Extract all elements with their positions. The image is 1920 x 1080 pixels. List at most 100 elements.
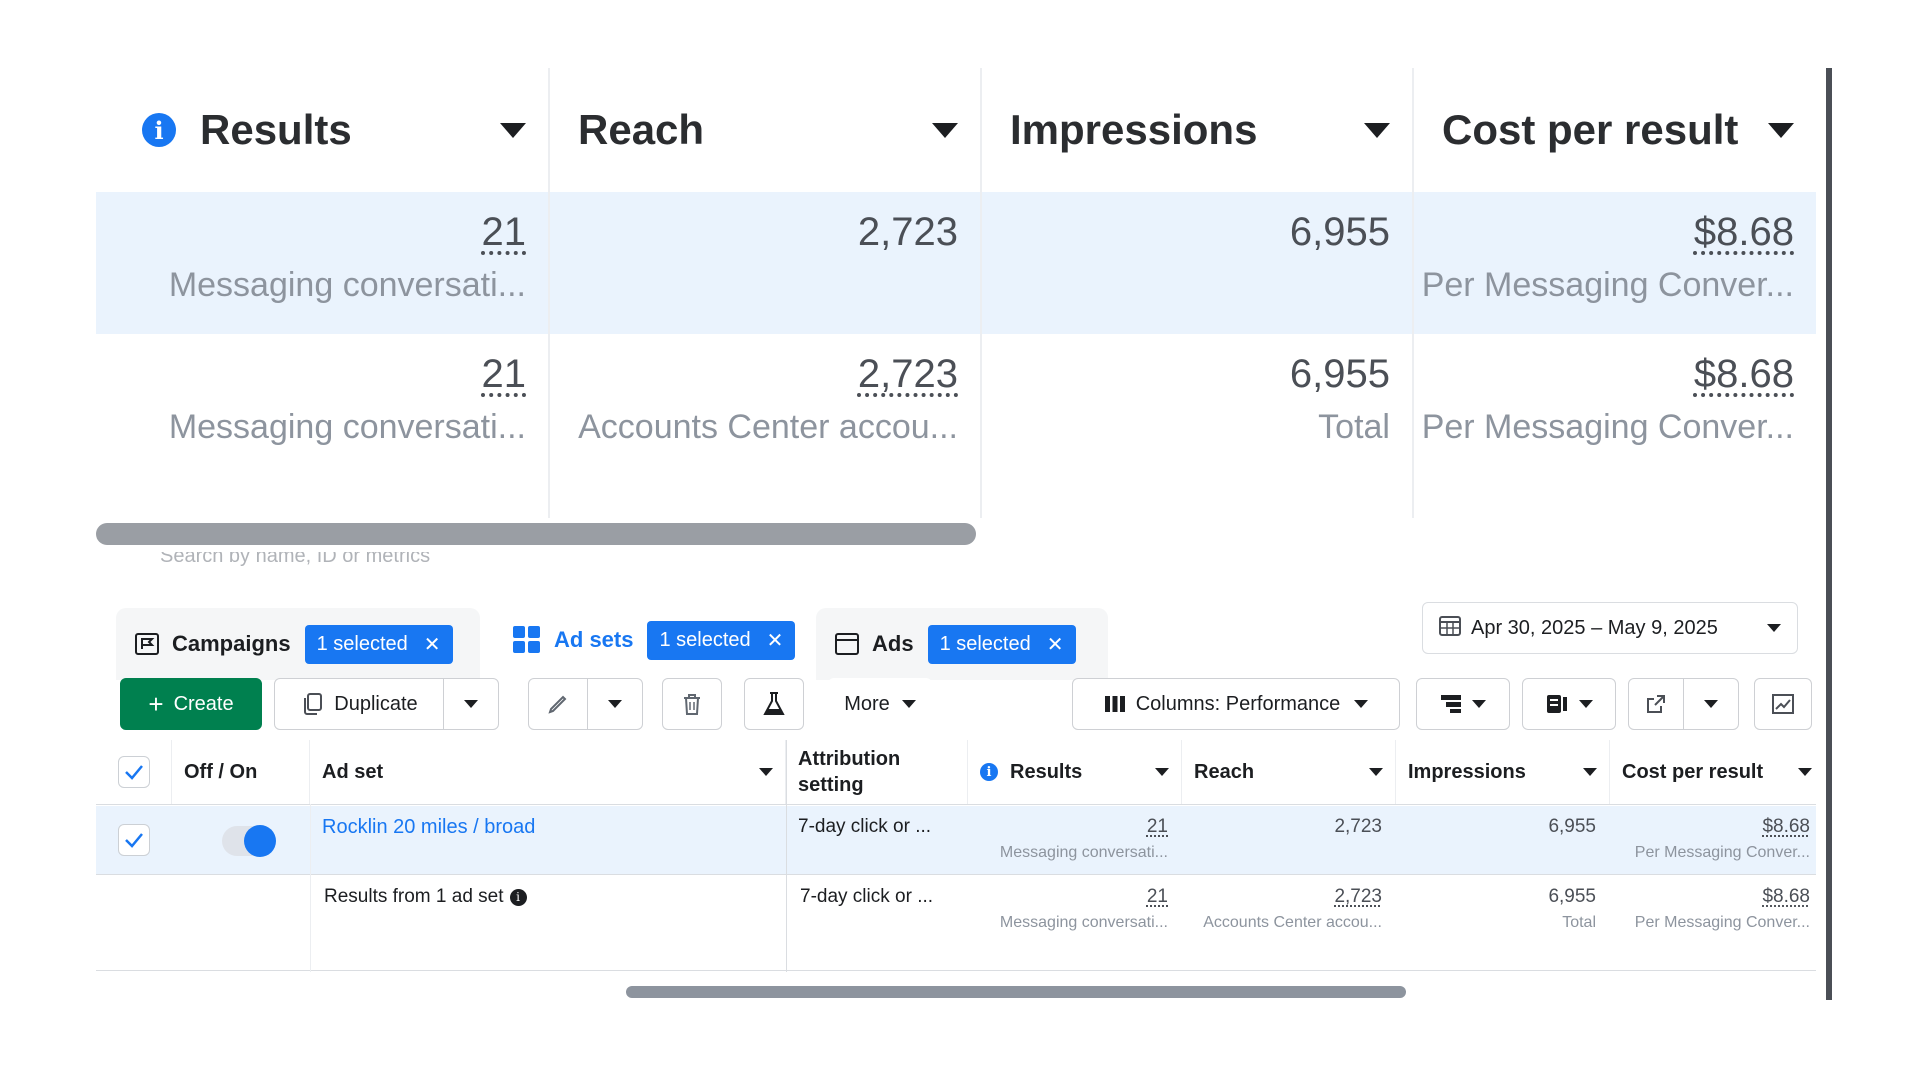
- caret-down-icon[interactable]: [500, 122, 526, 138]
- selection-pill[interactable]: 1 selected ✕: [927, 624, 1076, 664]
- caret-down-icon[interactable]: [1583, 768, 1597, 776]
- tab-ad-sets[interactable]: Ad sets 1 selected ✕: [494, 600, 804, 680]
- zoom-cell-impressions-row2: 6,955 Total: [980, 346, 1412, 452]
- caret-down-icon: [608, 700, 622, 708]
- summary-results-value[interactable]: 21: [1146, 886, 1168, 907]
- summary-row: Results from 1 ad set i 7-day click or .…: [96, 876, 1816, 971]
- header-label: Off / On: [184, 760, 258, 783]
- zoom-column-results: i Results 21 Messaging conversati... 21 …: [112, 68, 550, 518]
- tab-label: Ad sets: [554, 627, 634, 652]
- cost-cell: $8.68 Per Messaging Conver...: [1610, 816, 1816, 862]
- zoom-value[interactable]: $8.68: [1693, 352, 1794, 396]
- export-dropdown-button[interactable]: [1683, 678, 1739, 730]
- zoom-header-cost[interactable]: Cost per result: [1412, 68, 1816, 192]
- reach-value: 2,723: [1334, 816, 1382, 837]
- columns-icon: [1104, 695, 1126, 713]
- campaign-flag-icon: [134, 632, 160, 656]
- summary-results-subtext: Messaging conversati...: [999, 914, 1168, 931]
- edit-button[interactable]: [528, 678, 588, 730]
- duplicate-button[interactable]: Duplicate: [274, 678, 444, 730]
- summary-cost-value[interactable]: $8.68: [1762, 886, 1810, 907]
- zoom-header-reach[interactable]: Reach: [548, 68, 980, 192]
- zoom-value[interactable]: 2,723: [857, 352, 958, 396]
- page-edge-border: [1826, 68, 1832, 1000]
- caret-down-icon[interactable]: [759, 768, 773, 776]
- trash-icon: [681, 692, 703, 716]
- table-row[interactable]: Rocklin 20 miles / broad 7-day click or …: [96, 806, 1816, 875]
- header-off-on: Off / On: [172, 740, 310, 804]
- info-icon[interactable]: i: [980, 763, 998, 781]
- ad-window-icon: [834, 632, 860, 656]
- caret-down-icon[interactable]: [1369, 768, 1383, 776]
- header-attribution[interactable]: Attribution setting: [786, 740, 968, 804]
- caret-down-icon[interactable]: [1155, 768, 1169, 776]
- info-icon[interactable]: i: [142, 113, 176, 147]
- header-reach[interactable]: Reach: [1182, 740, 1396, 804]
- create-button[interactable]: + Create: [120, 678, 262, 730]
- delete-button[interactable]: [662, 678, 722, 730]
- duplicate-dropdown-button[interactable]: [443, 678, 499, 730]
- zoom-header-impressions[interactable]: Impressions: [980, 68, 1412, 192]
- summary-reach-value[interactable]: 2,723: [1334, 886, 1382, 907]
- charts-button[interactable]: [1754, 678, 1812, 730]
- info-icon[interactable]: i: [509, 888, 527, 906]
- header-results[interactable]: i Results: [968, 740, 1182, 804]
- cost-subtext: Per Messaging Conver...: [1634, 844, 1810, 861]
- caret-down-icon[interactable]: [1798, 768, 1812, 776]
- plus-icon: +: [148, 689, 164, 719]
- toggle-switch[interactable]: [222, 825, 276, 857]
- caret-down-icon[interactable]: [1364, 122, 1390, 138]
- summary-cost-subtext: Per Messaging Conver...: [1634, 914, 1810, 931]
- zoom-horizontal-scrollbar[interactable]: [96, 523, 976, 545]
- zoom-value[interactable]: $8.68: [1693, 210, 1794, 254]
- row-checkbox[interactable]: [118, 824, 150, 856]
- header-impressions[interactable]: Impressions: [1396, 740, 1610, 804]
- zoomed-metrics-view: i Results 21 Messaging conversati... 21 …: [96, 68, 1816, 568]
- close-icon[interactable]: ✕: [1046, 633, 1064, 656]
- zoom-value[interactable]: 21: [481, 210, 527, 254]
- reports-icon: [1545, 693, 1569, 715]
- zoom-column-impressions: Impressions 6,955 6,955 Total: [980, 68, 1414, 518]
- edit-dropdown-button[interactable]: [587, 678, 643, 730]
- selection-pill[interactable]: 1 selected ✕: [304, 624, 453, 664]
- export-button[interactable]: [1628, 678, 1684, 730]
- row-checkbox-cell[interactable]: [118, 824, 150, 856]
- close-icon[interactable]: ✕: [766, 629, 784, 652]
- delivery-toggle[interactable]: [222, 825, 276, 857]
- tab-ads[interactable]: Ads 1 selected ✕: [816, 608, 1108, 680]
- selection-pill[interactable]: 1 selected ✕: [647, 620, 796, 660]
- ab-test-button[interactable]: [744, 678, 804, 730]
- header-ad-set[interactable]: Ad set: [310, 740, 786, 804]
- caret-down-icon[interactable]: [1768, 122, 1794, 138]
- table-horizontal-scrollbar[interactable]: [626, 986, 1406, 998]
- tab-campaigns[interactable]: Campaigns 1 selected ✕: [116, 608, 480, 680]
- pill-label: 1 selected: [939, 632, 1031, 655]
- summary-impressions-cell: 6,955 Total: [1396, 886, 1610, 932]
- columns-button[interactable]: Columns: Performance: [1072, 678, 1400, 730]
- cost-value[interactable]: $8.68: [1762, 816, 1810, 837]
- zoom-header-label: Results: [200, 106, 352, 153]
- results-cell: 21 Messaging conversati...: [968, 816, 1182, 862]
- zoom-cell-results-row2: 21 Messaging conversati...: [112, 346, 548, 452]
- ad-set-name-link[interactable]: Rocklin 20 miles / broad: [322, 816, 536, 838]
- header-select-all[interactable]: [96, 740, 172, 804]
- close-icon[interactable]: ✕: [423, 633, 441, 656]
- date-range-picker[interactable]: Apr 30, 2025 – May 9, 2025: [1422, 602, 1798, 654]
- zoom-value: 6,955: [1289, 352, 1390, 396]
- attribution-cell: 7-day click or ...: [798, 816, 932, 837]
- header-cost-per-result[interactable]: Cost per result: [1610, 740, 1816, 804]
- search-input[interactable]: Search by name, ID or metrics: [160, 552, 431, 567]
- impressions-value: 6,955: [1548, 816, 1596, 837]
- summary-impressions-subtext: Total: [1562, 914, 1596, 931]
- more-button[interactable]: More: [828, 678, 932, 730]
- zoom-header-results[interactable]: i Results: [112, 68, 548, 192]
- breakdown-button[interactable]: [1416, 678, 1510, 730]
- select-all-checkbox[interactable]: [117, 756, 150, 788]
- results-value[interactable]: 21: [1146, 816, 1168, 837]
- chart-icon: [1771, 693, 1795, 715]
- caret-down-icon[interactable]: [932, 122, 958, 138]
- zoom-value[interactable]: 21: [481, 352, 527, 396]
- zoom-cell-results-row1: 21 Messaging conversati...: [112, 204, 548, 310]
- reports-button[interactable]: [1522, 678, 1616, 730]
- zoom-cell-impressions-row1: 6,955: [980, 204, 1412, 260]
